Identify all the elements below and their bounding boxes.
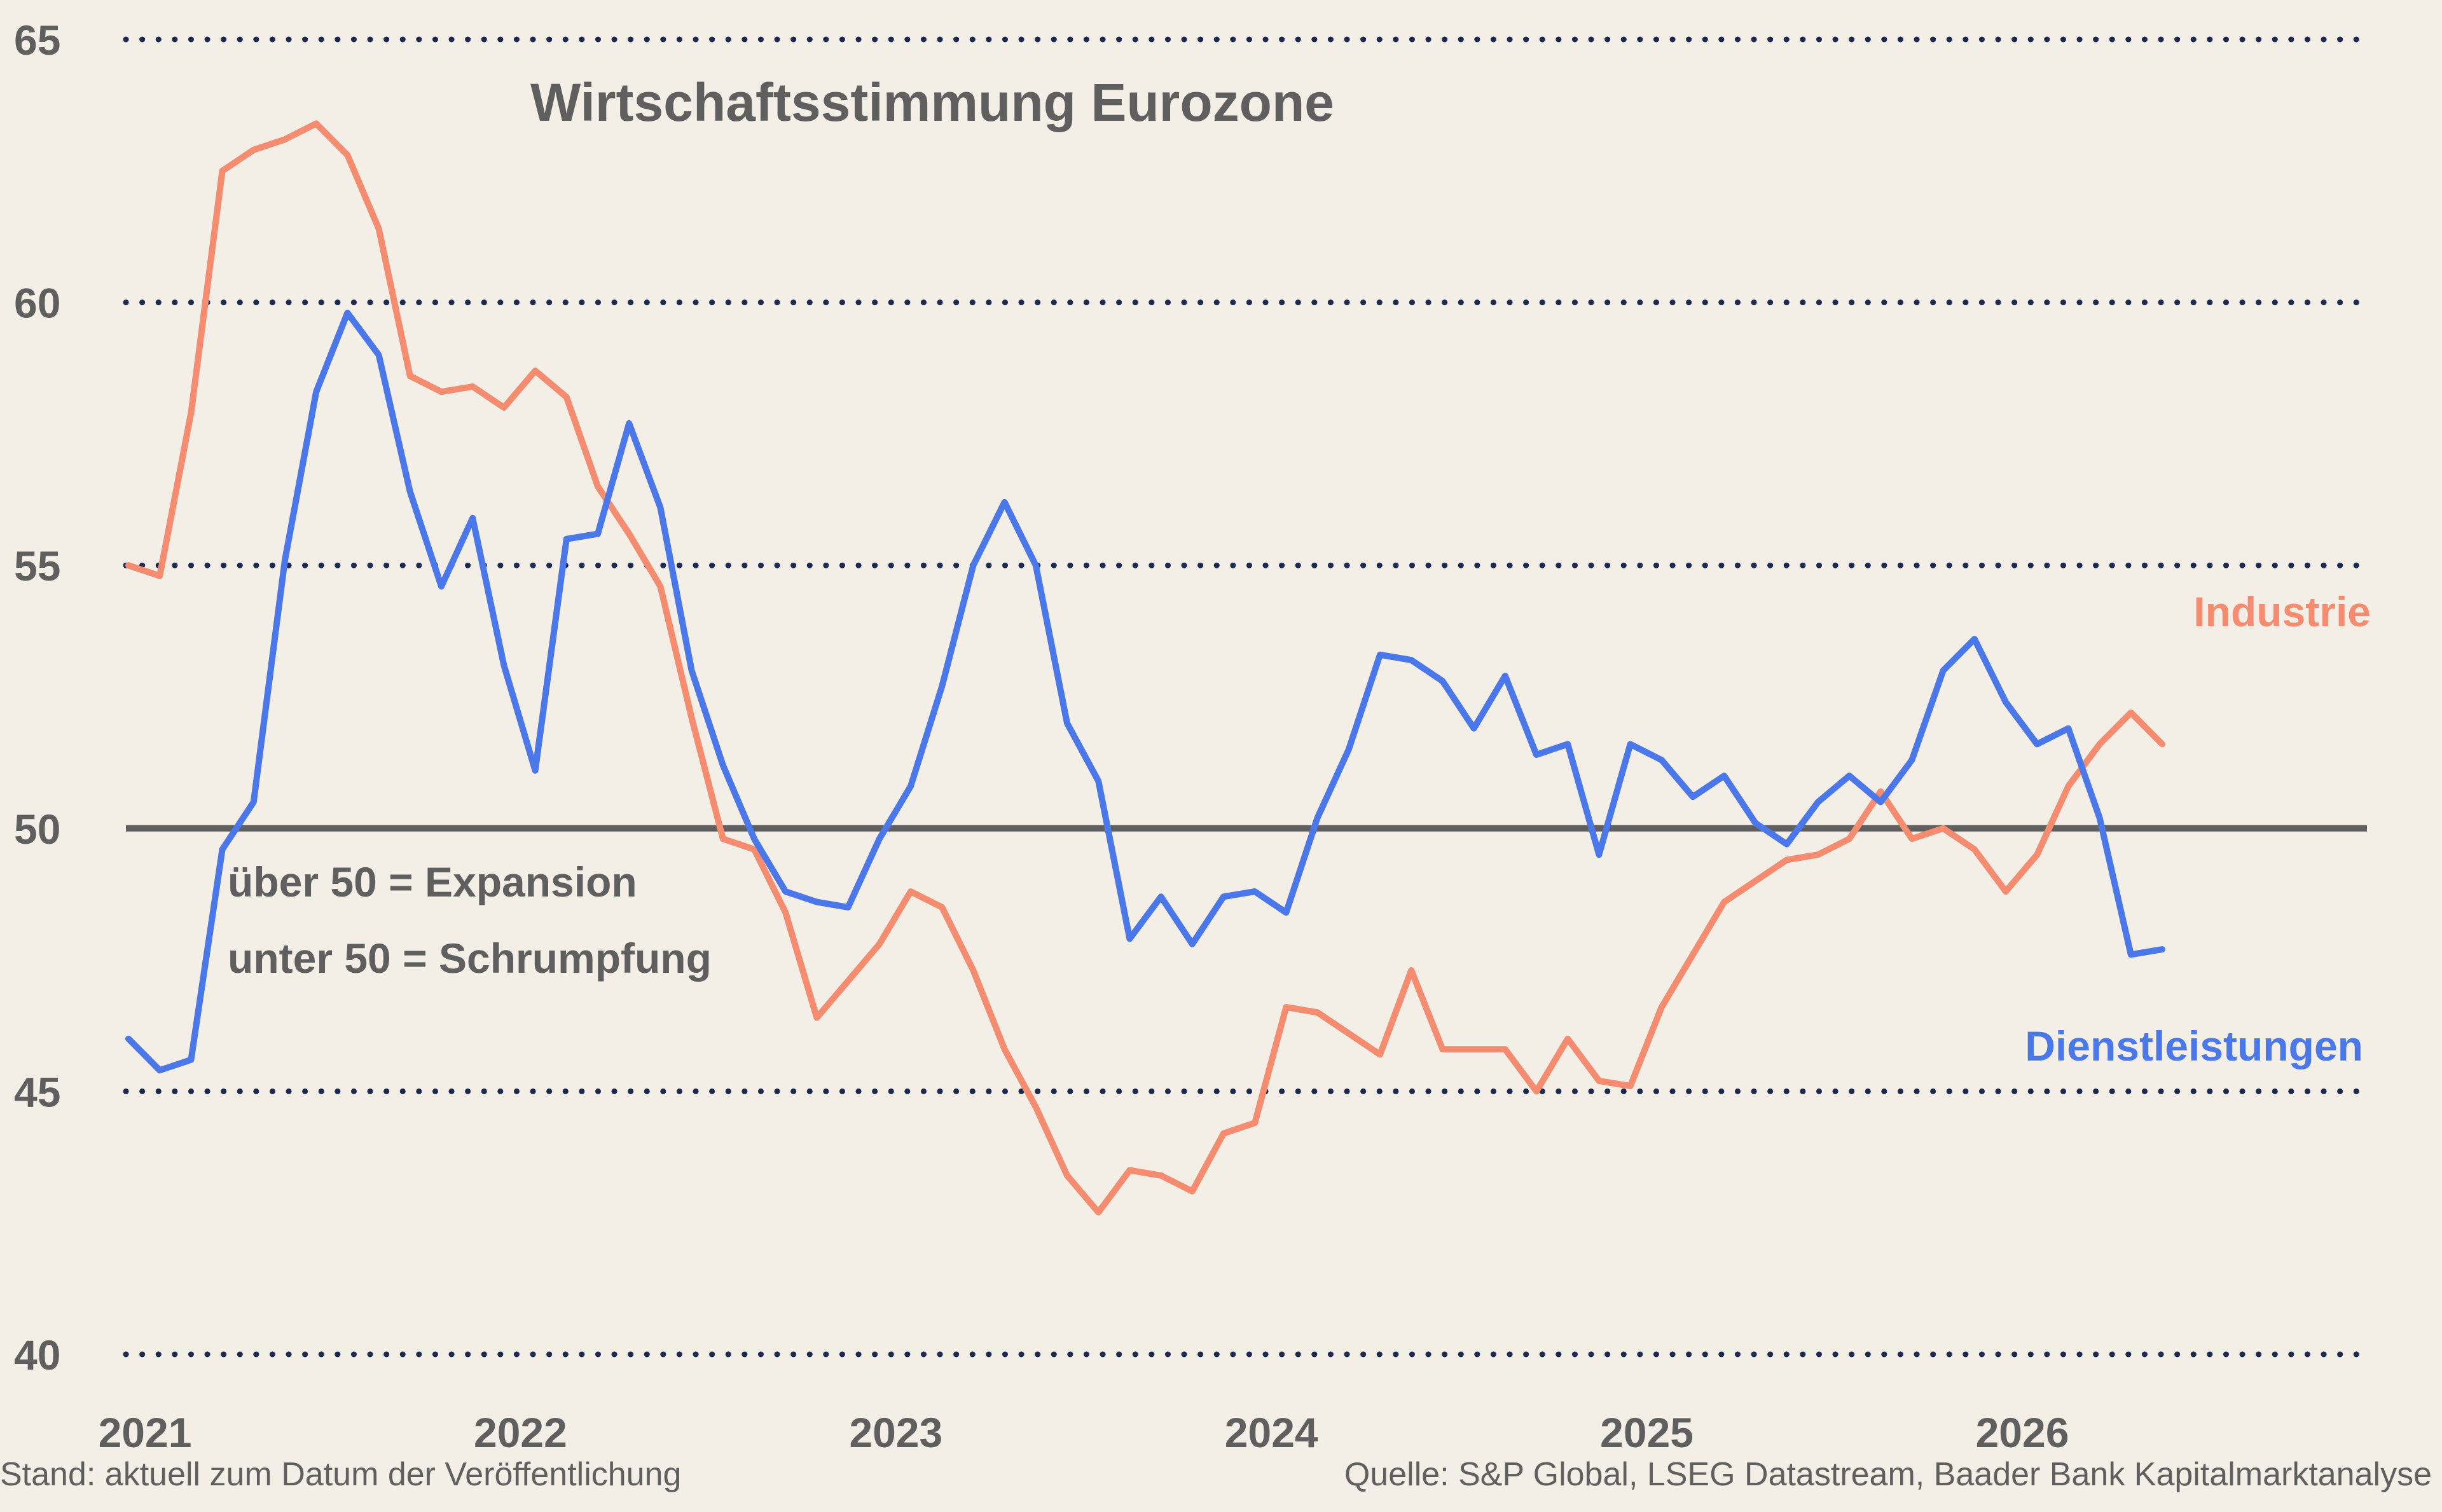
y-tick-label: 60	[14, 280, 60, 327]
y-tick-label: 55	[14, 542, 60, 589]
x-tick-label: 2024	[1225, 1409, 1318, 1456]
chart-title: Wirtschaftsstimmung Eurozone	[530, 72, 1334, 132]
y-tick-label: 40	[14, 1331, 60, 1378]
x-tick-label: 2026	[1976, 1409, 2069, 1456]
y-tick-label: 65	[14, 17, 60, 64]
y-axis-tick-labels: 40 45 50 55 60 65	[14, 17, 60, 1378]
footer-source: Quelle: S&P Global, LSEG Datastream, Baa…	[1344, 1456, 2432, 1493]
series-line-industrie	[125, 120, 2165, 1216]
series-label-industrie: Industrie	[2193, 588, 2371, 635]
series-line-dienstleistungen	[125, 310, 2165, 1074]
gridlines	[123, 36, 2370, 1357]
y-tick-label: 45	[14, 1068, 60, 1115]
footer-stand: Stand: aktuell zum Datum der Veröffentli…	[0, 1456, 681, 1493]
x-tick-label: 2022	[474, 1409, 567, 1456]
annotation-expansion: über 50 = Expansion	[228, 858, 637, 905]
series-label-dienstleistungen: Dienstleistungen	[2025, 1022, 2363, 1069]
annotation-schrumpfung: unter 50 = Schrumpfung	[228, 935, 712, 982]
y-tick-label: 50	[14, 806, 60, 853]
x-tick-label: 2023	[849, 1409, 942, 1456]
x-tick-label: 2021	[99, 1409, 192, 1456]
x-axis-tick-labels: 2021 2022 2023 2024 2025 2026	[99, 1409, 2069, 1456]
series-lines	[125, 120, 2165, 1216]
x-tick-label: 2025	[1600, 1409, 1694, 1456]
